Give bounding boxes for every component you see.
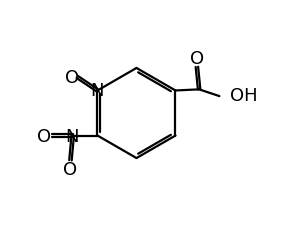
Text: OH: OH (230, 87, 257, 104)
Text: O: O (64, 69, 79, 86)
Text: O: O (63, 160, 77, 178)
Text: N: N (65, 127, 78, 145)
Text: N: N (91, 82, 104, 100)
Text: O: O (38, 127, 52, 145)
Text: O: O (190, 50, 204, 68)
